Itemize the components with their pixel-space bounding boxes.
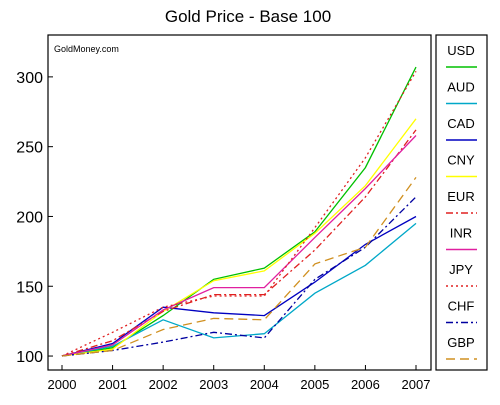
y-tick-label: 200 — [16, 209, 43, 226]
y-tick-label: 250 — [16, 140, 43, 157]
series-line-cny — [62, 119, 416, 356]
x-axis: 2000 2001 2002 2003 2004 2005 2006 2007 — [48, 365, 431, 392]
legend-label-inr: INR — [450, 226, 472, 241]
y-tick-label: 150 — [16, 279, 43, 296]
legend-label-eur: EUR — [447, 189, 474, 204]
legend-label-jpy: JPY — [449, 262, 473, 277]
legend: USD AUD CAD CNY EUR INR JPY CHF GBP — [446, 43, 477, 359]
x-tick-label: 2007 — [402, 377, 431, 392]
series-line-cad — [62, 217, 416, 357]
legend-label-cad: CAD — [447, 116, 474, 131]
series-line-usd — [62, 67, 416, 356]
x-tick-label: 2004 — [250, 377, 279, 392]
y-tick-label: 300 — [16, 70, 43, 87]
x-tick-label: 2000 — [48, 377, 77, 392]
chart-title: Gold Price - Base 100 — [165, 7, 331, 26]
legend-label-aud: AUD — [447, 80, 474, 95]
watermark-label: GoldMoney.com — [54, 44, 119, 54]
legend-label-gbp: GBP — [447, 335, 474, 350]
x-tick-label: 2001 — [98, 377, 127, 392]
legend-label-chf: CHF — [448, 299, 475, 314]
x-tick-label: 2003 — [199, 377, 228, 392]
x-tick-label: 2005 — [300, 377, 329, 392]
series-line-aud — [62, 223, 416, 356]
x-tick-label: 2002 — [149, 377, 178, 392]
y-tick-label: 100 — [16, 349, 43, 366]
series-lines — [62, 67, 416, 356]
legend-label-cny: CNY — [447, 153, 475, 168]
x-tick-label: 2006 — [351, 377, 380, 392]
legend-label-usd: USD — [447, 43, 474, 58]
series-line-jpy — [62, 71, 416, 356]
series-line-eur — [62, 130, 416, 356]
